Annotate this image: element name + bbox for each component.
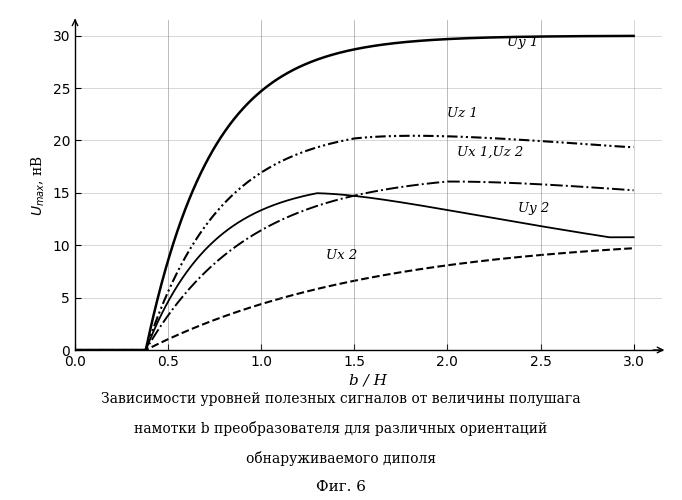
- Text: Uy 1: Uy 1: [507, 36, 538, 49]
- Text: Фиг. 6: Фиг. 6: [316, 480, 366, 494]
- Y-axis label: $U_{max}$, нВ: $U_{max}$, нВ: [29, 154, 47, 216]
- Text: намотки b преобразователя для различных ориентаций: намотки b преобразователя для различных …: [134, 420, 548, 436]
- Text: Uy 2: Uy 2: [518, 202, 550, 214]
- Text: Зависимости уровней полезных сигналов от величины полушага: Зависимости уровней полезных сигналов от…: [101, 392, 581, 406]
- Text: обнаруживаемого диполя: обнаруживаемого диполя: [246, 450, 436, 466]
- Text: Uz 1: Uz 1: [447, 108, 478, 120]
- Text: Ux 2: Ux 2: [327, 249, 357, 262]
- Text: Ux 1,Uz 2: Ux 1,Uz 2: [457, 146, 523, 159]
- X-axis label: b / H: b / H: [349, 373, 387, 387]
